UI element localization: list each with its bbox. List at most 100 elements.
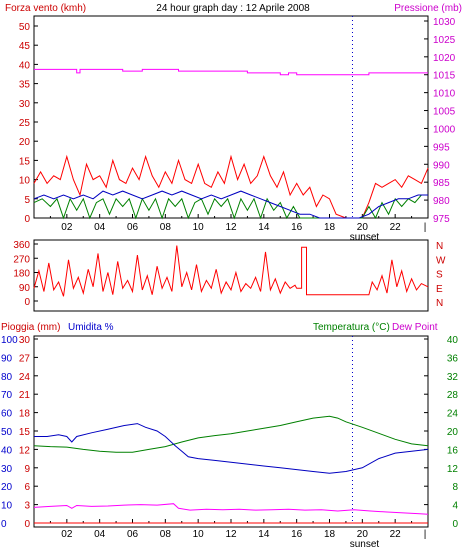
pressure-y-tick-label: 980 — [433, 196, 450, 207]
wind-x-tick-label: 18 — [324, 222, 336, 233]
temperature-y-tick-label: 20 — [447, 427, 459, 438]
temperature-axis-title: Temperatura (°C) — [313, 322, 390, 333]
temp-x-tick-label: 20 — [357, 529, 369, 540]
wind-y-tick-label: 5 — [24, 195, 30, 206]
rain-y-tick-label: 21 — [19, 390, 31, 401]
direction-compass-label: N — [436, 241, 443, 252]
direction-y-tick-label: 90 — [19, 283, 31, 294]
wind-y-tick-label: 25 — [19, 118, 31, 129]
panel-wind-direction-frame — [33, 239, 429, 312]
temp-x-tick-label: 08 — [160, 529, 172, 540]
rain-axis-title: Pioggia (mm) — [1, 322, 60, 333]
temperature-y-tick-label: 4 — [452, 501, 458, 512]
direction-y-tick-label: 360 — [13, 240, 30, 251]
humidity-y-tick-label: 70 — [1, 390, 13, 401]
wind-sunset-label: sunset — [350, 232, 380, 243]
pressure-y-tick-label: 1030 — [433, 17, 456, 28]
temp-x-tick-label: 06 — [127, 529, 139, 540]
wind-x-end-marker: | — [424, 222, 427, 233]
pressure-y-tick-label: 1015 — [433, 71, 456, 82]
temp-x-tick-label: 22 — [390, 529, 402, 540]
wind-x-tick-label: 22 — [390, 222, 402, 233]
wind-y-tick-label: 10 — [19, 176, 31, 187]
temp-x-tick-label: 12 — [225, 529, 237, 540]
chart-title: 24 hour graph day : 12 Aprile 2008 — [156, 3, 310, 14]
wind-x-tick-label: 10 — [193, 222, 205, 233]
temp-x-tick-label: 02 — [61, 529, 73, 540]
dewpoint-axis-title: Dew Point — [392, 322, 438, 333]
rain-y-tick-label: 27 — [19, 353, 31, 364]
wind-y-tick-label: 40 — [19, 60, 31, 71]
humidity-y-tick-label: 60 — [1, 409, 13, 420]
temp-x-tick-label: 14 — [258, 529, 270, 540]
humidity-y-tick-label: 100 — [1, 335, 18, 346]
wind-x-tick-label: 12 — [225, 222, 237, 233]
rain-y-tick-label: 30 — [19, 335, 31, 346]
temperature-y-tick-label: 0 — [452, 519, 458, 530]
rain-y-tick-label: 18 — [19, 409, 31, 420]
humidity-y-tick-label: 30 — [1, 464, 13, 475]
temp-sunset-label: sunset — [350, 539, 380, 550]
humidity-y-tick-label: 20 — [1, 482, 13, 493]
wind-x-tick-label: 02 — [61, 222, 73, 233]
temperature-y-tick-label: 36 — [447, 353, 459, 364]
wind-y-tick-label: 15 — [19, 156, 31, 167]
rain-y-tick-label: 3 — [24, 501, 30, 512]
direction-y-tick-label: 0 — [24, 297, 30, 308]
panel3-series-line — [33, 503, 429, 515]
pressure-y-tick-label: 1010 — [433, 89, 456, 100]
pressure-y-tick-label: 1005 — [433, 107, 456, 118]
wind-x-tick-label: 20 — [357, 222, 369, 233]
humidity-axis-title: Umidita % — [68, 322, 114, 333]
direction-y-tick-label: 180 — [13, 269, 30, 280]
wind-y-tick-label: 50 — [19, 22, 31, 33]
rain-y-tick-label: 9 — [24, 464, 30, 475]
temp-x-tick-label: 10 — [193, 529, 205, 540]
temp-x-end-marker: | — [424, 529, 427, 540]
pressure-axis-title: Pressione (mb) — [394, 3, 462, 14]
panel1-series-line — [33, 154, 429, 219]
panel1-series-line — [33, 190, 428, 219]
temperature-y-tick-label: 8 — [452, 482, 458, 493]
wind-y-tick-label: 30 — [19, 99, 31, 110]
temperature-y-tick-label: 12 — [447, 464, 459, 475]
humidity-y-tick-label: 40 — [1, 445, 13, 456]
humidity-y-tick-label: 90 — [1, 353, 13, 364]
temperature-y-tick-label: 24 — [447, 409, 459, 420]
direction-series-line — [33, 245, 429, 297]
temp-x-tick-label: 18 — [324, 529, 336, 540]
direction-compass-label: N — [436, 298, 443, 309]
direction-compass-label: S — [436, 270, 443, 281]
wind-axis-title: Forza vento (kmh) — [5, 3, 86, 14]
wind-y-tick-label: 20 — [19, 137, 31, 148]
wind-x-tick-label: 16 — [291, 222, 303, 233]
temperature-y-tick-label: 16 — [447, 445, 459, 456]
pressure-y-tick-label: 995 — [433, 142, 450, 153]
panel-temp-humidity-frame — [33, 335, 429, 528]
rain-y-tick-label: 24 — [19, 372, 31, 383]
wind-x-tick-label: 14 — [258, 222, 270, 233]
wind-x-tick-label: 06 — [127, 222, 139, 233]
temperature-y-tick-label: 40 — [447, 335, 459, 346]
temp-x-tick-label: 04 — [94, 529, 106, 540]
humidity-y-tick-label: 50 — [1, 427, 13, 438]
wind-y-tick-label: 0 — [24, 214, 30, 225]
pressure-y-tick-label: 1025 — [433, 35, 456, 46]
panel3-series-line — [34, 423, 429, 474]
humidity-y-tick-label: 80 — [1, 372, 13, 383]
panel1-series-line — [34, 68, 428, 76]
rain-y-tick-label: 12 — [19, 445, 31, 456]
temp-x-tick-label: 16 — [291, 529, 303, 540]
temperature-y-tick-label: 32 — [447, 372, 459, 383]
rain-y-tick-label: 6 — [24, 482, 30, 493]
pressure-y-tick-label: 990 — [433, 160, 450, 171]
humidity-y-tick-label: 0 — [1, 519, 7, 530]
wind-x-tick-label: 08 — [160, 222, 172, 233]
pressure-y-tick-label: 985 — [433, 178, 450, 189]
direction-compass-label: E — [436, 284, 443, 295]
direction-compass-label: W — [436, 255, 446, 266]
pressure-y-tick-label: 975 — [433, 214, 450, 225]
wind-x-tick-label: 04 — [94, 222, 106, 233]
